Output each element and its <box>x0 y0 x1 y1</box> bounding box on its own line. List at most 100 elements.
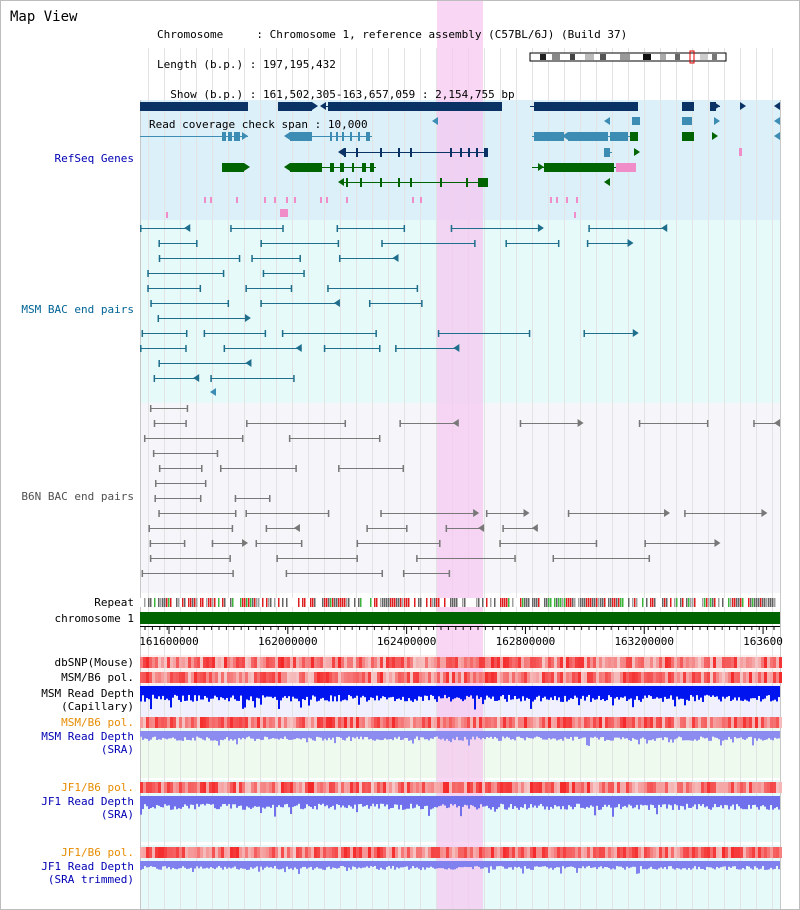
jf1-pol-heat <box>590 782 593 793</box>
msm-sra-depth-bar <box>284 731 286 737</box>
msm-bac-end <box>450 225 453 232</box>
jf1-sra-depth-bar <box>582 796 584 808</box>
msm-bac-end <box>245 285 247 292</box>
msm-capillary-depth-bar <box>400 686 402 700</box>
msm-bac-end <box>375 330 377 337</box>
jf1-sra-depth-bar <box>148 796 150 809</box>
msm-bac-end <box>403 225 406 232</box>
track-label-msm-depth-sra[interactable]: MSM Read Depth (SRA) <box>41 730 134 756</box>
jf1-sra-depth-bar <box>272 796 274 805</box>
msm-capillary-depth-bar <box>192 686 194 702</box>
jf1-trimmed-depth-bar <box>144 861 146 867</box>
jf1-sra-depth-bar <box>414 796 416 808</box>
b6n-bac-end-arrow <box>293 524 300 532</box>
jf1-pol-heat <box>734 782 737 793</box>
jf1-pol-heat <box>362 782 365 793</box>
b6n-bac-end <box>204 480 207 487</box>
msm-pol2-heat <box>338 717 341 728</box>
jf1-pol2-heat <box>323 847 326 858</box>
b6n-bac-end <box>753 420 755 427</box>
msm-capillary-depth-bar <box>590 686 592 702</box>
repeat-element <box>768 598 770 607</box>
jf1-pol2-heat <box>503 847 506 858</box>
b6n-bac-end <box>245 510 247 517</box>
msm-capillary-depth-bar <box>372 686 374 698</box>
msm-capillary-depth-bar <box>236 686 238 701</box>
repeat-element <box>240 598 242 607</box>
track-label-repeat[interactable]: Repeat <box>94 596 134 609</box>
repeat-element <box>538 598 540 607</box>
msm-capillary-depth-bar <box>464 686 466 700</box>
track-label-msm-bac[interactable]: MSM BAC end pairs <box>21 303 134 316</box>
msm-capillary-depth-bar <box>378 686 380 701</box>
b6n-bac-end <box>265 525 268 532</box>
jf1-trimmed-depth-bar <box>772 861 774 870</box>
jf1-pol2-heat <box>254 847 257 858</box>
msm-pol-heat <box>191 672 194 683</box>
gene-strand-arrow <box>284 132 290 140</box>
jf1-trimmed-depth-bar <box>512 861 514 870</box>
jf1-pol2-heat <box>302 847 305 858</box>
jf1-pol-heat <box>761 782 764 793</box>
repeat-element <box>214 598 216 607</box>
gene-exon <box>366 132 370 141</box>
track-label-refseq[interactable]: RefSeq Genes <box>54 152 134 165</box>
msm-sra-depth-bar <box>660 731 662 738</box>
msm-sra-depth-bar <box>720 731 722 746</box>
jf1-sra-depth-bar <box>656 796 658 815</box>
msm-pol-heat <box>665 672 668 683</box>
msm-sra-depth-bar <box>548 731 550 739</box>
dbsnp-heat <box>395 657 398 668</box>
msm-bac-end <box>416 285 419 292</box>
ideogram-band <box>675 54 680 60</box>
msm-sra-depth-bar <box>766 731 768 740</box>
jf1-sra-depth-bar <box>532 796 534 808</box>
msm-sra-depth-bar <box>246 731 248 738</box>
dbsnp-heat <box>596 657 599 668</box>
repeat-element <box>266 598 268 607</box>
msm-pol-heat <box>272 672 275 683</box>
msm-sra-depth-bar <box>170 731 172 739</box>
msm-capillary-depth-bar <box>754 686 756 699</box>
jf1-sra-depth-bar <box>616 796 618 808</box>
track-label-jf1-depth-sra[interactable]: JF1 Read Depth (SRA) <box>41 795 134 821</box>
repeat-element <box>476 598 478 607</box>
jf1-trimmed-depth-bar <box>354 861 356 868</box>
jf1-pol-heat <box>599 782 602 793</box>
dbsnp-heat <box>425 657 428 668</box>
coverage-value: 10,000 <box>327 118 368 131</box>
track-label-msm-pol-1[interactable]: MSM/B6 pol. <box>61 671 134 684</box>
jf1-sra-depth-bar <box>420 796 422 810</box>
msm-sra-depth-bar <box>248 731 250 737</box>
msm-bac-end <box>196 240 198 247</box>
jf1-sra-depth-bar <box>664 796 666 805</box>
msm-sra-depth-bar <box>496 731 498 739</box>
track-label-jf1-pol-1[interactable]: JF1/B6 pol. <box>61 781 134 794</box>
msm-pol-heat <box>587 672 590 683</box>
track-label-dbsnp[interactable]: dbSNP(Mouse) <box>54 656 134 669</box>
jf1-pol2-heat <box>710 847 713 858</box>
msm-pol-heat <box>671 672 674 683</box>
jf1-sra-depth-bar <box>596 796 598 806</box>
dbsnp-heat <box>206 657 209 668</box>
msm-pol-heat <box>497 672 500 683</box>
msm-pol2-heat <box>629 717 632 728</box>
track-label-msm-pol-2[interactable]: MSM/B6 pol. <box>61 716 134 729</box>
msm-pol-heat <box>356 672 359 683</box>
jf1-pol-heat <box>671 782 674 793</box>
track-label-jf1-pol-2[interactable]: JF1/B6 pol. <box>61 846 134 859</box>
msm-bac-end <box>474 240 476 247</box>
track-label-b6n-bac[interactable]: B6N BAC end pairs <box>21 490 134 503</box>
dbsnp-heat <box>233 657 236 668</box>
dbsnp-heat <box>341 657 344 668</box>
track-label-jf1-depth-trimmed[interactable]: JF1 Read Depth (SRA trimmed) <box>41 860 134 886</box>
jf1-trimmed-depth-bar <box>276 861 278 869</box>
gene-strand-arrow <box>774 117 780 125</box>
msm-bac-end <box>557 240 560 247</box>
track-label-msm-depth-capillary[interactable]: MSM Read Depth (Capillary) <box>41 687 134 713</box>
jf1-pol2-heat <box>593 847 596 858</box>
msm-capillary-depth-bar <box>458 686 460 698</box>
msm-sra-depth-bar <box>634 731 636 740</box>
msm-pol2-heat <box>479 717 482 728</box>
